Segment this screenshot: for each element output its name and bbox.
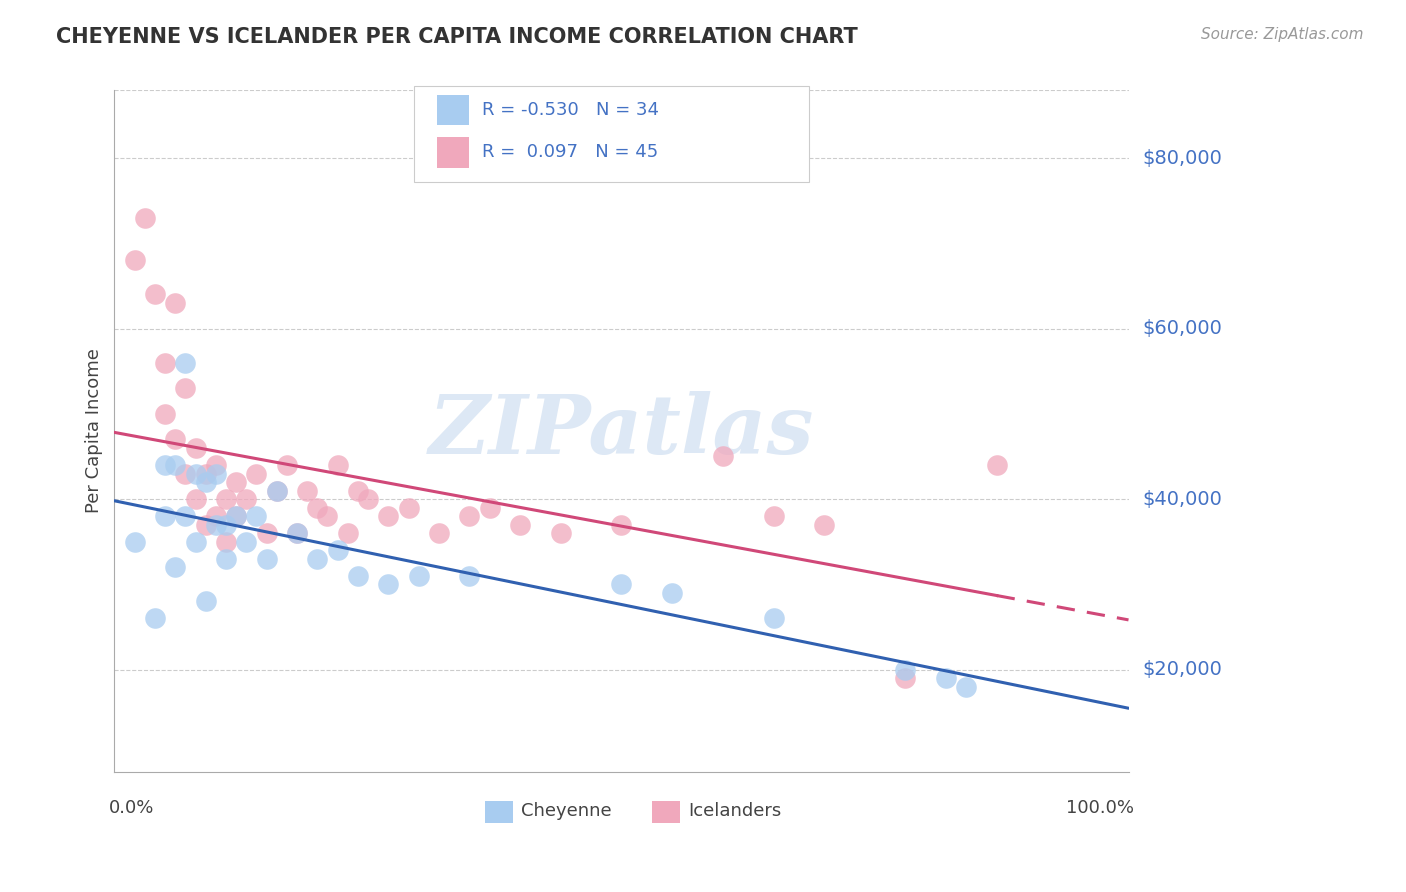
Point [215, 534, 238, 549]
Point [194, 475, 217, 489]
Point [458, 569, 481, 583]
Point [215, 551, 238, 566]
Point [174, 509, 197, 524]
Point [194, 594, 217, 608]
Point [550, 526, 572, 541]
Point [215, 517, 238, 532]
Point [215, 492, 238, 507]
Point [955, 680, 977, 694]
Point [225, 509, 247, 524]
Point [225, 475, 247, 489]
Point [813, 517, 835, 532]
Point [143, 611, 166, 625]
Point [153, 407, 176, 421]
Point [245, 467, 267, 481]
Point [458, 509, 481, 524]
Point [307, 500, 329, 515]
Point [295, 483, 318, 498]
Point [184, 441, 207, 455]
Point [346, 569, 368, 583]
Text: $80,000: $80,000 [1143, 148, 1222, 168]
Point [316, 509, 339, 524]
Point [408, 569, 430, 583]
Point [276, 458, 298, 472]
Point [398, 500, 420, 515]
Text: Source: ZipAtlas.com: Source: ZipAtlas.com [1201, 27, 1364, 42]
Text: Icelanders: Icelanders [689, 802, 782, 820]
Point [153, 458, 176, 472]
Text: Cheyenne: Cheyenne [522, 802, 612, 820]
Point [894, 663, 917, 677]
Point [205, 517, 228, 532]
Y-axis label: Per Capita Income: Per Capita Income [86, 349, 103, 513]
Bar [652, 801, 681, 823]
Point [509, 517, 531, 532]
Point [266, 483, 288, 498]
Point [165, 433, 187, 447]
Point [174, 467, 197, 481]
Point [194, 467, 217, 481]
Point [245, 509, 267, 524]
Point [357, 492, 380, 507]
Point [610, 517, 633, 532]
Text: R =  0.097   N = 45: R = 0.097 N = 45 [481, 144, 658, 161]
Point [205, 458, 228, 472]
Bar [485, 801, 513, 823]
Point [986, 458, 1008, 472]
Point [285, 526, 308, 541]
Text: R = -0.530   N = 34: R = -0.530 N = 34 [481, 101, 658, 119]
Point [184, 492, 207, 507]
FancyBboxPatch shape [413, 87, 808, 182]
Point [165, 296, 187, 310]
Text: $20,000: $20,000 [1143, 660, 1222, 679]
Point [935, 671, 957, 685]
Point [205, 467, 228, 481]
Point [307, 551, 329, 566]
Point [184, 467, 207, 481]
Point [326, 458, 349, 472]
Text: CHEYENNE VS ICELANDER PER CAPITA INCOME CORRELATION CHART: CHEYENNE VS ICELANDER PER CAPITA INCOME … [56, 27, 858, 46]
Point [266, 483, 288, 498]
Point [205, 509, 228, 524]
Point [711, 450, 734, 464]
Bar [437, 95, 470, 125]
Point [225, 509, 247, 524]
Point [124, 534, 146, 549]
Point [762, 611, 785, 625]
Text: ZIPatlas: ZIPatlas [429, 391, 814, 471]
Point [153, 509, 176, 524]
Text: $40,000: $40,000 [1143, 490, 1222, 508]
Point [336, 526, 359, 541]
Point [610, 577, 633, 591]
Text: 100.0%: 100.0% [1066, 799, 1133, 817]
Point [143, 287, 166, 301]
Point [285, 526, 308, 541]
Point [174, 381, 197, 395]
Point [326, 543, 349, 558]
Point [194, 517, 217, 532]
Point [427, 526, 450, 541]
Point [256, 526, 278, 541]
Point [478, 500, 501, 515]
Text: 0.0%: 0.0% [110, 799, 155, 817]
Point [235, 534, 257, 549]
Point [762, 509, 785, 524]
Point [377, 509, 399, 524]
Point [346, 483, 368, 498]
Point [153, 356, 176, 370]
Point [894, 671, 917, 685]
Point [184, 534, 207, 549]
Point [165, 560, 187, 574]
Point [134, 211, 156, 225]
Point [165, 458, 187, 472]
Point [235, 492, 257, 507]
Point [174, 356, 197, 370]
Bar [437, 137, 470, 168]
Text: $60,000: $60,000 [1143, 319, 1222, 338]
Point [661, 586, 683, 600]
Point [256, 551, 278, 566]
Point [377, 577, 399, 591]
Point [124, 253, 146, 268]
